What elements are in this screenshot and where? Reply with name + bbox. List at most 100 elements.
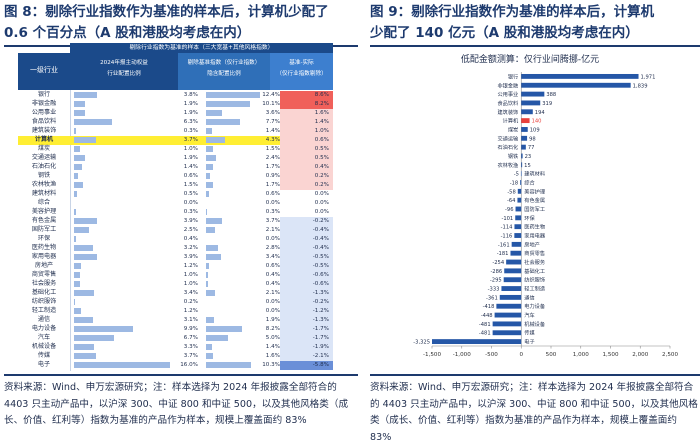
actual-allocation-bar bbox=[74, 173, 78, 180]
category-label: 农林牧渔 bbox=[497, 161, 518, 169]
row-industry-name: 综合 bbox=[37, 199, 51, 206]
benchmark-allocation-value: 1.5% bbox=[265, 146, 280, 152]
category-label: 纺织服饰 bbox=[524, 276, 545, 284]
row-industry-name: 电子 bbox=[37, 361, 51, 368]
actual-allocation-bar bbox=[74, 191, 77, 198]
figure-9-bottom-rule bbox=[370, 374, 700, 376]
category-label: 石油石化 bbox=[497, 143, 518, 151]
table-row: 汽车 6.7% 5.0% -1.7% bbox=[18, 334, 333, 343]
value-label: 23 bbox=[525, 154, 532, 160]
benchmark-allocation-bar bbox=[206, 290, 216, 297]
category-label: 社会服务 bbox=[524, 258, 545, 266]
benchmark-allocation-value: 0.3% bbox=[265, 209, 280, 215]
actual-allocation-bar bbox=[74, 263, 82, 270]
value-label: -481 bbox=[479, 322, 491, 328]
row-industry-name: 机械设备 bbox=[31, 343, 57, 350]
benchmark-allocation-value: 0.0% bbox=[265, 236, 280, 242]
actual-allocation-cell: 0.2% bbox=[74, 298, 198, 307]
benchmark-allocation-value: 5.0% bbox=[265, 335, 280, 341]
value-label: -114 bbox=[501, 225, 513, 231]
category-label: 基础化工 bbox=[524, 267, 545, 275]
underallocation-bar-chart: -1,500 -1,000 -500 0 500 1,000 1,500 2,000 2,500… bbox=[413, 72, 678, 358]
actual-allocation-value: 3.3% bbox=[183, 344, 198, 350]
table-row: 煤炭 1.0% 1.5% 0.5% bbox=[18, 145, 333, 154]
actual-allocation-cell: 1.2% bbox=[74, 262, 198, 271]
table-row: 房地产 1.2% 0.6% -0.5% bbox=[18, 262, 333, 271]
header-actual-line1: 2024年报主动权益 bbox=[100, 60, 148, 66]
actual-allocation-cell: 16.0% bbox=[74, 361, 198, 370]
benchmark-allocation-bar bbox=[206, 119, 240, 126]
table-row: 非银金融 1.9% 10.1% 8.2% bbox=[18, 100, 333, 109]
benchmark-allocation-bar bbox=[206, 191, 209, 198]
actual-allocation-bar bbox=[74, 281, 80, 288]
row-industry-name: 电力设备 bbox=[31, 325, 57, 332]
table-row: 环保 0.4% 0.0% -0.4% bbox=[18, 235, 333, 244]
category-label: 公用事业 bbox=[497, 90, 518, 98]
actual-allocation-value: 0.3% bbox=[183, 128, 198, 134]
actual-allocation-cell: 2.5% bbox=[74, 226, 198, 235]
benchmark-allocation-bar bbox=[206, 362, 251, 369]
benchmark-allocation-bar bbox=[206, 281, 208, 288]
bar-通信 bbox=[499, 294, 522, 300]
figure-9-title: 图 9：剔除行业指数作为基准的样本后，计算机 少配了 140 亿元（A 股和港股… bbox=[370, 2, 700, 44]
actual-allocation-cell: 1.0% bbox=[74, 145, 198, 154]
table-row: 计算机 3.7% 4.3% 0.6% bbox=[18, 136, 333, 145]
value-label: 194 bbox=[535, 110, 546, 116]
actual-allocation-bar bbox=[74, 155, 86, 162]
actual-allocation-value: 3.8% bbox=[183, 92, 198, 98]
table-row: 国防军工 2.5% 2.1% -0.4% bbox=[18, 226, 333, 235]
benchmark-allocation-cell: 0.4% bbox=[206, 271, 280, 280]
actual-allocation-value: 2.5% bbox=[183, 227, 198, 233]
table-row: 通信 3.1% 1.9% -1.3% bbox=[18, 316, 333, 325]
bar-交通运输 bbox=[521, 135, 528, 141]
diff-value: -1.3% bbox=[280, 289, 333, 298]
category-label: 交通运输 bbox=[497, 134, 519, 142]
benchmark-allocation-value: 2.1% bbox=[265, 290, 280, 296]
benchmark-allocation-bar bbox=[206, 218, 223, 225]
diff-value: -0.2% bbox=[280, 217, 333, 226]
actual-allocation-cell: 1.9% bbox=[74, 154, 198, 163]
table-row: 交通运输 1.9% 2.4% 0.5% bbox=[18, 154, 333, 163]
actual-allocation-value: 1.5% bbox=[183, 182, 198, 188]
benchmark-allocation-cell: 1.7% bbox=[206, 163, 280, 172]
row-industry-name: 纺织服饰 bbox=[31, 298, 57, 305]
actual-allocation-bar bbox=[74, 299, 76, 306]
diff-value: 0.2% bbox=[280, 172, 333, 181]
category-label: 食品饮料 bbox=[497, 99, 518, 107]
diff-value: -1.2% bbox=[280, 307, 333, 316]
benchmark-allocation-cell: 2.8% bbox=[206, 244, 280, 253]
benchmark-allocation-bar bbox=[206, 344, 213, 351]
category-label: 汽车 bbox=[524, 311, 534, 319]
benchmark-allocation-cell: 5.0% bbox=[206, 334, 280, 343]
row-industry-name: 轻工制造 bbox=[31, 307, 57, 314]
benchmark-allocation-bar bbox=[206, 146, 213, 153]
category-label: 商贸零售 bbox=[524, 249, 545, 257]
benchmark-allocation-value: 8.2% bbox=[265, 326, 280, 332]
benchmark-allocation-cell: 7.7% bbox=[206, 118, 280, 127]
value-label: -64 bbox=[507, 198, 516, 204]
benchmark-allocation-value: 1.7% bbox=[265, 164, 280, 170]
value-label: 1,839 bbox=[633, 83, 648, 89]
bar-建筑材料 bbox=[520, 171, 522, 177]
row-industry-name: 传媒 bbox=[37, 352, 51, 359]
actual-allocation-cell: 3.3% bbox=[74, 343, 198, 352]
x-tick-label: 2,500 bbox=[662, 352, 678, 358]
actual-allocation-value: 0.2% bbox=[183, 299, 198, 305]
benchmark-allocation-value: 0.6% bbox=[265, 263, 280, 269]
category-label: 通信 bbox=[524, 293, 534, 301]
actual-allocation-cell: 0.3% bbox=[74, 127, 198, 136]
bar-电子 bbox=[432, 339, 522, 345]
bar-基础化工 bbox=[504, 268, 522, 274]
bar-纺织服饰 bbox=[503, 277, 522, 283]
category-label: 银行 bbox=[508, 72, 518, 80]
benchmark-allocation-bar bbox=[206, 173, 210, 180]
table-row: 农林牧渔 1.5% 1.7% 0.2% bbox=[18, 181, 333, 190]
table-caption: 剔除行业指数为基准的样本（三大宽基+其他风格指数） bbox=[70, 43, 333, 53]
actual-allocation-bar bbox=[74, 317, 93, 324]
actual-allocation-bar bbox=[74, 137, 97, 144]
table-row: 建筑装饰 0.3% 1.4% 1.0% bbox=[18, 127, 333, 136]
value-label: -5 bbox=[514, 172, 519, 178]
actual-allocation-cell: 3.9% bbox=[74, 253, 198, 262]
actual-allocation-value: 6.7% bbox=[183, 335, 198, 341]
bar-有色金属 bbox=[517, 197, 522, 203]
